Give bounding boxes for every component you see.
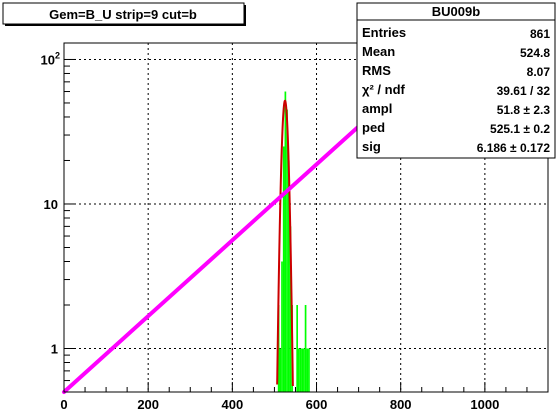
title-box-shadow: [244, 5, 246, 26]
histogram-bar: [296, 304, 299, 392]
histogram-bar: [282, 146, 285, 392]
histogram-bar: [308, 348, 310, 392]
plot-clip-group: [276, 91, 310, 392]
title-box: Gem=B_U strip=9 cut=b: [2, 2, 246, 26]
axes: 0 200 400 600 800 1000 1 10 102: [41, 42, 549, 412]
statistics-box-name: BU009b: [432, 4, 480, 19]
stat-value: 39.61 / 32: [497, 84, 551, 98]
histogram-bar: [301, 348, 304, 392]
histogram-bar: [281, 261, 283, 392]
stat-label: RMS: [362, 63, 391, 78]
statistics-box: BU009b Entries 861 Mean 524.8 RMS 8.07 χ² / nd…: [356, 2, 556, 159]
x-tick-label: 800: [390, 397, 412, 412]
histogram-bar: [286, 109, 288, 392]
chart-title: Gem=B_U strip=9 cut=b: [49, 7, 197, 22]
y-tick-label: 1: [51, 341, 58, 356]
histogram-bar: [279, 348, 282, 392]
stat-label: Mean: [362, 44, 395, 59]
x-tick-label: 200: [137, 397, 159, 412]
histogram-bar: [304, 304, 307, 392]
stat-value: 6.186 ± 0.172: [477, 141, 551, 155]
stat-label: sig: [362, 139, 381, 154]
stat-label: ped: [362, 120, 385, 135]
title-box-shadow-bottom: [5, 24, 246, 26]
histogram-bar: [306, 348, 309, 392]
histogram-bar: [289, 226, 292, 392]
stat-value: 525.1 ± 0.2: [490, 122, 550, 136]
y-tick-label: 10: [44, 197, 58, 212]
histogram-bar: [284, 91, 287, 392]
x-tick-label: 600: [306, 397, 328, 412]
x-tick-label: 400: [221, 397, 243, 412]
histogram-bar: [303, 348, 305, 392]
statistics-rows: Entries 861 Mean 524.8 RMS 8.07 χ² / ndf 39.61 …: [362, 25, 550, 155]
stat-label: ampl: [362, 101, 392, 116]
x-tick-label: 0: [60, 397, 67, 412]
stat-value: 861: [530, 27, 550, 41]
histogram-bar: [299, 348, 302, 392]
histogram-bar: [298, 348, 300, 392]
histogram-bar: [287, 160, 290, 392]
stat-label: χ² / ndf: [362, 82, 406, 97]
statistics-box-frame: [356, 2, 556, 159]
stat-value: 51.8 ± 2.3: [497, 103, 551, 117]
y-tick-label: 102: [41, 50, 60, 67]
fit-curve: [276, 99, 294, 387]
x-tick-label: 1000: [470, 397, 499, 412]
stat-label: Entries: [362, 25, 406, 40]
stat-value: 524.8: [520, 46, 550, 60]
stat-value: 8.07: [527, 65, 551, 79]
